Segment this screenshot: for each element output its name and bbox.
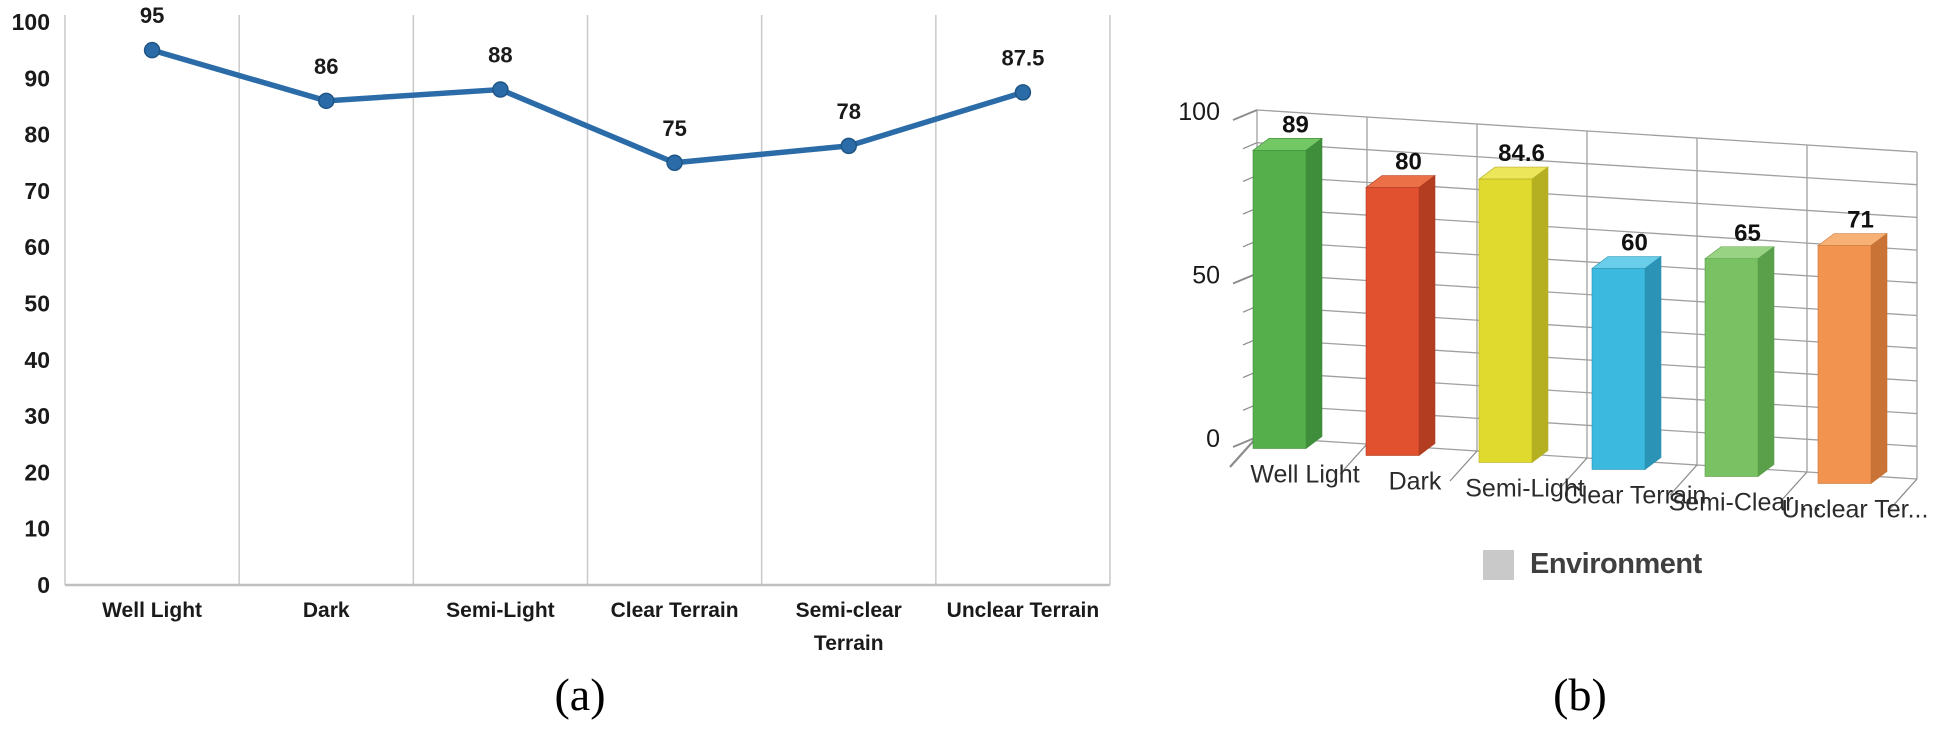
y-axis-tick-label: 50	[24, 291, 50, 317]
bar	[1817, 245, 1872, 484]
bar-side-face	[1644, 255, 1662, 471]
line-chart-panel-a: 0 10 20 30 40 50 60 70 80 90 100 95 86 88 75 78 87.5 Well…	[12, 3, 1111, 655]
data-label: 88	[488, 43, 512, 68]
y-axis-tick-label: 20	[24, 459, 50, 485]
x-axis-tick	[1779, 471, 1808, 503]
bar-value-label: 60	[1621, 230, 1648, 257]
data-label: 87.5	[1002, 45, 1045, 70]
x-axis-label: Clear Terrain	[611, 599, 739, 622]
data-label: 95	[140, 3, 164, 28]
data-point-marker	[492, 81, 509, 98]
y-axis-tick-label: 30	[24, 403, 50, 429]
x-axis-tick	[1339, 443, 1368, 475]
y-axis-tick-label: 50	[1192, 262, 1220, 290]
y-axis-tick	[1232, 109, 1258, 121]
bar-value-label: 84.6	[1498, 140, 1545, 167]
bar	[1252, 150, 1307, 449]
data-label: 78	[837, 99, 861, 124]
data-point-marker	[318, 92, 335, 110]
y-axis-tick-label: 10	[24, 516, 50, 542]
bar-value-label: 65	[1734, 220, 1761, 247]
data-point-marker	[840, 137, 857, 155]
y-axis-tick-label: 0	[37, 572, 50, 598]
bar	[1704, 258, 1759, 477]
x-axis-tick	[1449, 450, 1478, 482]
bar-value-label: 89	[1282, 111, 1309, 138]
x-axis-label: Well Light	[102, 599, 202, 622]
y-axis-tick-label: 100	[12, 9, 50, 35]
bar3d-chart-panel-b: 0 50 100 89 Well Light 80 Dark 84.6 Semi-Light 60…	[1178, 98, 1929, 524]
bar-value-label: 71	[1847, 207, 1874, 234]
bar-side-face	[1418, 174, 1436, 457]
y-axis-tick-label: 60	[24, 234, 50, 260]
bar	[1478, 178, 1533, 463]
x-axis-label: Unclear Terrain	[947, 599, 1100, 622]
x-axis-label: Well Light	[1250, 461, 1359, 489]
x-axis-label: Dark	[303, 599, 350, 622]
bar-side-face	[1305, 137, 1323, 450]
data-label: 75	[662, 116, 686, 141]
y-axis-tick-label: 0	[1206, 425, 1220, 453]
y-axis-tick-label: 80	[24, 122, 50, 148]
x-axis-tick	[1559, 457, 1588, 489]
bar	[1365, 187, 1420, 456]
legend-swatch	[1483, 549, 1514, 580]
x-axis-label: Semi-Light	[446, 599, 555, 622]
x-axis-label: Terrain	[814, 632, 884, 655]
legend-label: Environment	[1530, 548, 1702, 580]
x-axis-label: Clear Terrain	[1564, 482, 1707, 510]
data-point-marker	[1014, 84, 1032, 101]
x-axis-label: Dark	[1389, 468, 1442, 496]
y-axis-tick-label: 100	[1178, 98, 1220, 126]
y-axis-tick	[1242, 142, 1258, 150]
bar-side-face	[1870, 233, 1888, 485]
bar-side-face	[1531, 166, 1549, 464]
caption-a: (a)	[554, 669, 606, 720]
bar-side-face	[1757, 246, 1775, 478]
x-axis-label: Unclear Ter...	[1782, 496, 1929, 524]
x-axis-label: Semi-clear	[796, 599, 902, 622]
caption-b: (b)	[1553, 669, 1607, 720]
x-axis-tick	[1889, 478, 1918, 510]
bar-value-label: 80	[1395, 149, 1422, 176]
y-axis-tick-label: 90	[24, 65, 50, 91]
x-axis-tick	[1229, 436, 1258, 468]
series-line	[149, 47, 1026, 166]
y-axis-tick-label: 70	[24, 178, 50, 204]
chart-b-legend: Environment	[1483, 548, 1702, 581]
data-point-marker	[666, 154, 683, 171]
x-axis-label: Semi-Clear ...	[1669, 489, 1822, 517]
data-point-marker	[143, 41, 161, 59]
x-axis-label: Semi-Light	[1465, 475, 1585, 503]
bar	[1591, 268, 1646, 470]
x-axis-tick	[1669, 464, 1698, 496]
y-axis-tick-label: 40	[24, 347, 50, 373]
data-label: 86	[314, 54, 338, 79]
